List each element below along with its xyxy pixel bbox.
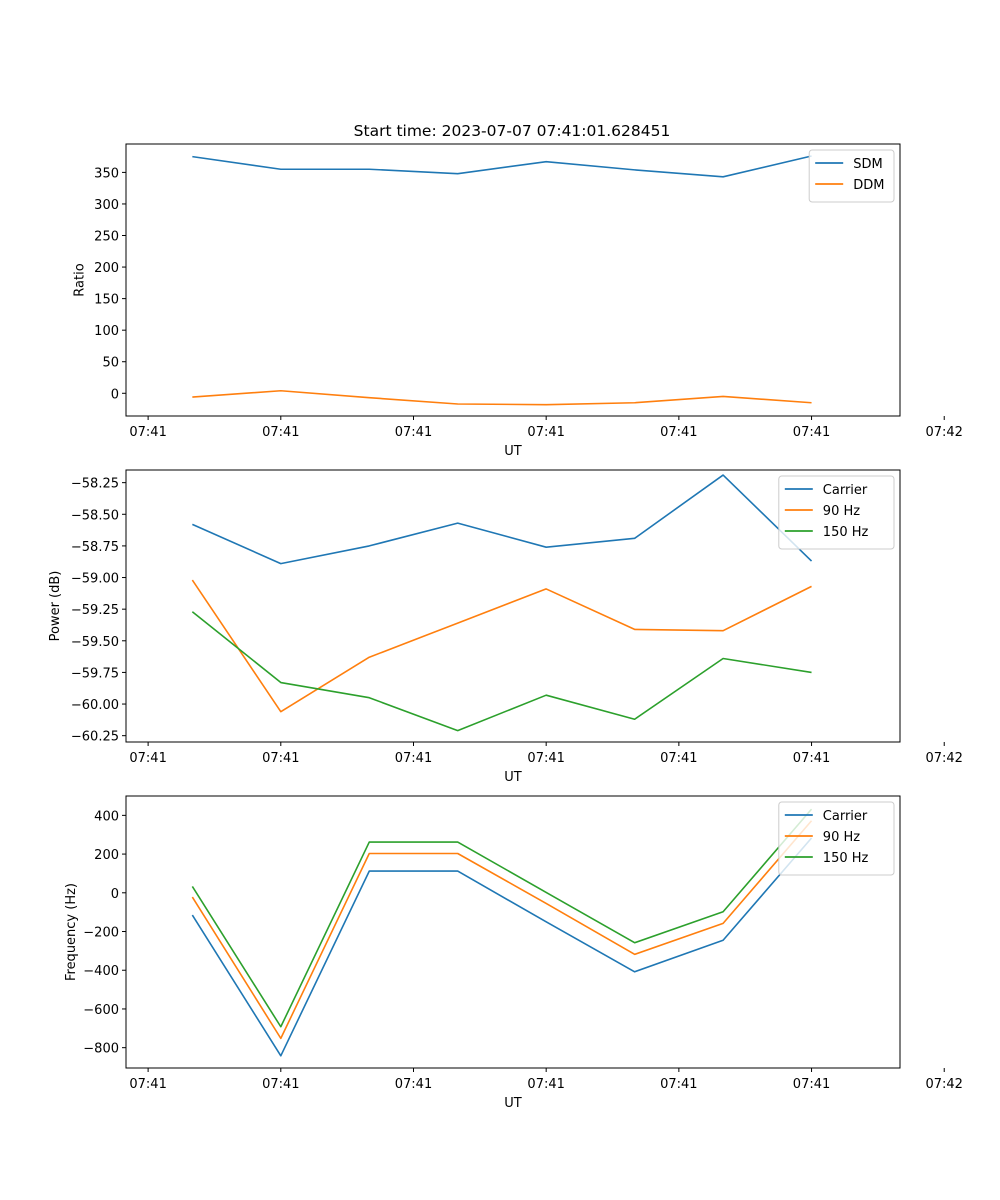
power-ytick-label: −58.25 xyxy=(71,477,119,492)
ratio-ytick-label: 50 xyxy=(102,356,119,371)
frequency-x-axis-label: UT xyxy=(504,1096,522,1111)
power-legend-label: 90 Hz xyxy=(823,504,860,519)
ratio-xtick-label: 07:41 xyxy=(262,425,299,440)
power-axes-frame xyxy=(125,469,901,743)
frequency-series-carrier xyxy=(191,837,813,1057)
frequency-plot-area xyxy=(191,808,813,1057)
power-xtick-label: 07:41 xyxy=(527,751,564,766)
chart-title: Start time: 2023-07-07 07:41:01.628451 xyxy=(354,122,671,140)
ratio-ytick-label: 350 xyxy=(94,166,119,181)
frequency-xtick-label: 07:41 xyxy=(262,1077,299,1092)
power-series-carrier xyxy=(192,474,813,565)
frequency-legend-label: 150 Hz xyxy=(823,851,869,866)
frequency-legend-label: Carrier xyxy=(823,809,868,824)
power-xtick-label: 07:42 xyxy=(925,751,962,766)
power-legend-label: Carrier xyxy=(823,483,868,498)
frequency-ytick-label: −600 xyxy=(83,1003,119,1018)
panel-frequency: −800 −600 −400 −200 0 200 400 07:41 07:41 07:41 07… xyxy=(64,795,963,1111)
power-xtick-label: 07:41 xyxy=(660,751,697,766)
power-xtick-label: 07:41 xyxy=(262,751,299,766)
ratio-legend-label: DDM xyxy=(853,178,884,193)
power-xtick-label: 07:41 xyxy=(129,751,166,766)
ratio-series-ddm xyxy=(192,389,812,406)
frequency-xtick-label: 07:41 xyxy=(395,1077,432,1092)
frequency-ytick-label: 0 xyxy=(111,887,119,902)
power-ytick-label: −59.75 xyxy=(71,666,119,681)
ratio-legend: SDM DDM xyxy=(808,149,895,203)
panel-power: −60.25 −60.00 −59.75 −59.50 −59.25 −59.00 −58.… xyxy=(48,469,963,785)
power-ytick-label: −59.00 xyxy=(71,572,119,587)
frequency-legend: Carrier 90 Hz 150 Hz xyxy=(778,801,895,876)
power-ytick-label: −60.25 xyxy=(71,730,119,745)
ratio-x-axis-label: UT xyxy=(504,444,522,459)
ratio-ytick-label: 250 xyxy=(94,230,119,245)
ratio-xtick-label: 07:41 xyxy=(129,425,166,440)
ratio-y-axis-label: Ratio xyxy=(72,263,87,296)
ratio-legend-label: SDM xyxy=(853,157,882,172)
frequency-ytick-label: −400 xyxy=(83,964,119,979)
frequency-xtick-label: 07:41 xyxy=(129,1077,166,1092)
frequency-series-90-hz xyxy=(191,820,813,1040)
frequency-ytick-label: −800 xyxy=(83,1042,119,1057)
ratio-xtick-label: 07:41 xyxy=(660,425,697,440)
power-ytick-label: −58.75 xyxy=(71,540,119,555)
power-xtick-label: 07:41 xyxy=(395,751,432,766)
ratio-plot-area xyxy=(192,155,812,406)
ratio-axes-frame xyxy=(125,143,901,417)
ratio-ytick-label: 300 xyxy=(94,198,119,213)
power-y-axis-label: Power (dB) xyxy=(48,571,63,642)
ratio-series-sdm xyxy=(192,155,812,178)
power-legend: Carrier 90 Hz 150 Hz xyxy=(778,475,895,550)
frequency-legend-label: 90 Hz xyxy=(823,830,860,845)
panel-ratio: 0 50 100 150 200 250 300 350 07:41 07:41 07:41 07:4… xyxy=(72,143,963,459)
power-plot-area xyxy=(191,474,813,732)
frequency-xtick-label: 07:42 xyxy=(925,1077,962,1092)
frequency-y-axis-label: Frequency (Hz) xyxy=(64,883,79,981)
ratio-xtick-label: 07:41 xyxy=(793,425,830,440)
power-x-axis-label: UT xyxy=(504,770,522,785)
frequency-xtick-label: 07:41 xyxy=(793,1077,830,1092)
frequency-axes-frame xyxy=(125,795,901,1069)
frequency-ytick-label: 200 xyxy=(94,848,119,863)
ratio-xtick-label: 07:41 xyxy=(395,425,432,440)
power-series-90-hz xyxy=(191,579,812,713)
power-ytick-label: −58.50 xyxy=(71,508,119,523)
power-series-150-hz xyxy=(191,611,812,732)
ratio-ytick-label: 200 xyxy=(94,261,119,276)
frequency-xtick-label: 07:41 xyxy=(527,1077,564,1092)
frequency-ytick-label: 400 xyxy=(94,809,119,824)
ratio-ytick-label: 100 xyxy=(94,324,119,339)
ratio-ytick-label: 0 xyxy=(111,387,119,402)
frequency-ytick-label: −200 xyxy=(83,926,119,941)
power-ytick-label: −59.25 xyxy=(71,603,119,618)
power-ytick-label: −60.00 xyxy=(71,698,119,713)
power-legend-label: 150 Hz xyxy=(823,525,869,540)
ratio-xtick-label: 07:41 xyxy=(527,425,564,440)
power-ytick-label: −59.50 xyxy=(71,635,119,650)
frequency-xtick-label: 07:41 xyxy=(660,1077,697,1092)
frequency-series-150-hz xyxy=(191,808,813,1028)
power-xtick-label: 07:41 xyxy=(793,751,830,766)
ratio-ytick-label: 150 xyxy=(94,293,119,308)
ratio-xtick-label: 07:42 xyxy=(925,425,962,440)
